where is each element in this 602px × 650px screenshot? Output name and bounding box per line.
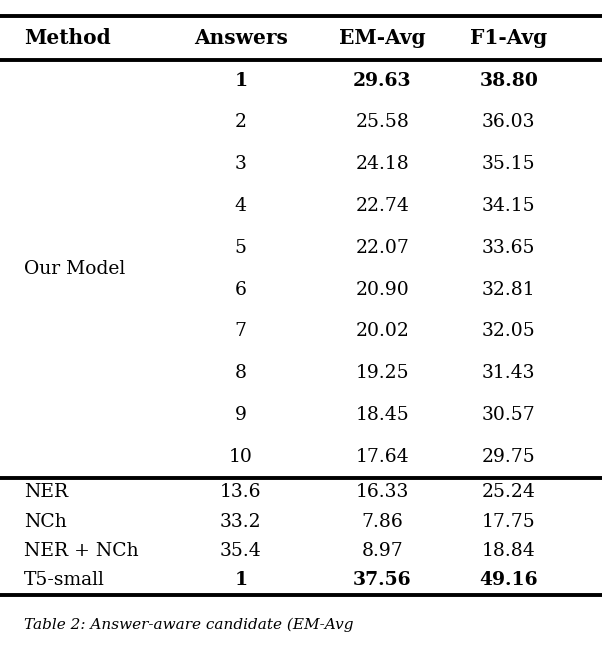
Text: 38.80: 38.80 — [479, 72, 538, 90]
Text: 22.74: 22.74 — [355, 197, 409, 215]
Text: 29.63: 29.63 — [353, 72, 412, 90]
Text: 24.18: 24.18 — [355, 155, 409, 174]
Text: 8.97: 8.97 — [361, 542, 403, 560]
Text: 1: 1 — [234, 72, 247, 90]
Text: 19.25: 19.25 — [355, 364, 409, 382]
Text: 17.75: 17.75 — [482, 513, 536, 530]
Text: F1-Avg: F1-Avg — [470, 28, 547, 48]
Text: 36.03: 36.03 — [482, 114, 535, 131]
Text: Our Model: Our Model — [24, 260, 125, 278]
Text: 13.6: 13.6 — [220, 484, 261, 501]
Text: 33.2: 33.2 — [220, 513, 262, 530]
Text: EM-Avg: EM-Avg — [339, 28, 426, 48]
Text: 9: 9 — [235, 406, 247, 424]
Text: 1: 1 — [234, 571, 247, 589]
Text: 32.05: 32.05 — [482, 322, 536, 341]
Text: 49.16: 49.16 — [479, 571, 538, 589]
Text: 18.45: 18.45 — [355, 406, 409, 424]
Text: NCh: NCh — [24, 513, 67, 530]
Text: 35.15: 35.15 — [482, 155, 536, 174]
Text: 29.75: 29.75 — [482, 448, 536, 466]
Text: 5: 5 — [235, 239, 247, 257]
Text: 20.02: 20.02 — [355, 322, 409, 341]
Text: 7: 7 — [235, 322, 247, 341]
Text: 22.07: 22.07 — [355, 239, 409, 257]
Text: 18.84: 18.84 — [482, 542, 536, 560]
Text: 17.64: 17.64 — [355, 448, 409, 466]
Text: 2: 2 — [235, 114, 247, 131]
Text: 25.24: 25.24 — [482, 484, 536, 501]
Text: Table 2: Answer-aware candidate (EM-Avg: Table 2: Answer-aware candidate (EM-Avg — [24, 618, 353, 632]
Text: NER: NER — [24, 484, 68, 501]
Text: 32.81: 32.81 — [482, 281, 536, 298]
Text: 33.65: 33.65 — [482, 239, 535, 257]
Text: Method: Method — [24, 28, 111, 48]
Text: 6: 6 — [235, 281, 247, 298]
Text: 31.43: 31.43 — [482, 364, 535, 382]
Text: 8: 8 — [235, 364, 247, 382]
Text: 7.86: 7.86 — [361, 513, 403, 530]
Text: T5-small: T5-small — [24, 571, 105, 589]
Text: NER + NCh: NER + NCh — [24, 542, 138, 560]
Text: Answers: Answers — [194, 28, 288, 48]
Text: 4: 4 — [235, 197, 247, 215]
Text: 35.4: 35.4 — [220, 542, 262, 560]
Text: 20.90: 20.90 — [355, 281, 409, 298]
Text: 34.15: 34.15 — [482, 197, 536, 215]
Text: 37.56: 37.56 — [353, 571, 412, 589]
Text: 16.33: 16.33 — [356, 484, 409, 501]
Text: 10: 10 — [229, 448, 253, 466]
Text: 3: 3 — [235, 155, 247, 174]
Text: 25.58: 25.58 — [355, 114, 409, 131]
Text: 30.57: 30.57 — [482, 406, 536, 424]
